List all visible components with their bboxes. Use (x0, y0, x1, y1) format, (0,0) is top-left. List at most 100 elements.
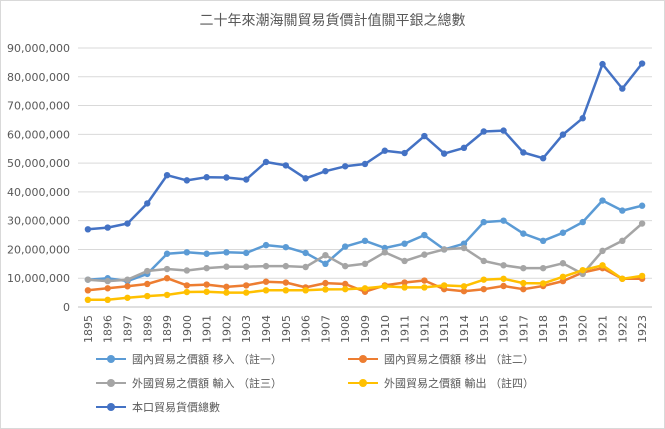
legend-label: 本口貿易貨價總數 (132, 401, 220, 414)
x-tick-label: 1913 (438, 315, 451, 343)
data-point (322, 252, 329, 259)
x-tick-label: 1903 (240, 315, 253, 343)
data-point (203, 281, 210, 288)
y-tick-label: 30,000,000 (7, 215, 70, 228)
data-point (520, 230, 527, 237)
data-point (302, 287, 309, 294)
data-point (144, 292, 151, 300)
data-point (223, 174, 230, 181)
x-tick-label: 1916 (498, 315, 511, 343)
x-tick-label: 1905 (280, 315, 293, 343)
data-point (421, 132, 428, 140)
data-point (480, 218, 487, 226)
data-point (480, 285, 487, 293)
data-point (282, 243, 290, 251)
data-point (539, 264, 547, 272)
data-point (401, 279, 408, 286)
data-point (302, 249, 309, 257)
data-point (322, 286, 329, 293)
x-tick-label: 1902 (220, 315, 233, 343)
data-point (183, 249, 191, 256)
data-point (322, 167, 329, 175)
data-point (183, 267, 191, 274)
data-point (619, 275, 626, 282)
legend-item-4: 外國貿易之價額 輸出 （註四） (348, 375, 534, 391)
data-point (401, 257, 408, 265)
data-point (163, 291, 171, 299)
data-point (342, 243, 349, 250)
data-point (124, 220, 131, 227)
x-tick-label: 1909 (359, 315, 372, 343)
data-point (579, 115, 586, 122)
data-point (421, 277, 428, 284)
data-point (460, 144, 468, 152)
data-point (203, 174, 210, 181)
data-point (84, 296, 92, 304)
legend-marker (96, 378, 126, 388)
data-point (223, 263, 230, 270)
data-point (342, 280, 349, 288)
data-point (163, 275, 171, 282)
data-point (104, 277, 111, 285)
y-tick-label: 60,000,000 (7, 128, 70, 141)
data-point (480, 257, 487, 265)
data-point (163, 171, 171, 179)
data-point (381, 249, 388, 256)
data-point (163, 265, 171, 273)
data-point (243, 289, 250, 296)
data-point (104, 224, 111, 231)
data-point (223, 283, 230, 291)
x-tick-label: 1920 (577, 315, 590, 343)
data-point (440, 246, 448, 253)
data-point (520, 149, 527, 156)
data-point (619, 207, 626, 214)
x-tick-label: 1923 (636, 315, 649, 343)
data-point (144, 200, 151, 207)
data-point (460, 283, 468, 290)
y-tick-label: 90,000,000 (7, 42, 70, 55)
data-point (559, 131, 567, 138)
data-point (440, 282, 448, 289)
data-point (282, 162, 290, 169)
data-point (401, 149, 408, 157)
data-point (84, 287, 92, 294)
data-point (243, 263, 250, 270)
y-tick-label: 10,000,000 (7, 272, 70, 285)
legend-label: 國內貿易之價額 移入 （註一） (132, 353, 282, 366)
data-point (559, 273, 567, 280)
data-point (282, 262, 290, 270)
chart-title: 二十年來潮海關貿易貨價計值關平銀之總數 (199, 13, 466, 29)
data-point (104, 296, 111, 304)
legend-marker (96, 402, 126, 412)
data-point (361, 160, 369, 168)
legend-item-3: 外國貿易之價額 輸入 （註三） (96, 375, 282, 391)
data-point (539, 280, 547, 287)
data-point (144, 280, 151, 288)
legend-item-5: 本口貿易貨價總數 (96, 399, 220, 415)
data-point (361, 237, 369, 245)
data-point (183, 282, 191, 289)
x-tick-label: 1914 (458, 315, 471, 343)
data-point (203, 264, 210, 272)
x-tick-label: 1908 (339, 315, 352, 343)
data-point (183, 177, 191, 184)
data-point (84, 226, 92, 233)
x-tick-label: 1918 (537, 315, 550, 343)
data-point (104, 285, 111, 292)
data-point (599, 60, 606, 68)
data-point (619, 237, 626, 245)
legend-marker (348, 378, 378, 388)
series-line-5 (87, 62, 644, 231)
data-point (401, 240, 408, 247)
data-point (381, 147, 388, 154)
y-tick-label: 80,000,000 (7, 71, 70, 84)
x-tick-label: 1904 (260, 315, 273, 343)
x-tick-label: 1921 (597, 315, 610, 343)
data-point (579, 266, 586, 274)
data-point (460, 287, 468, 295)
x-tick-label: 1919 (557, 315, 570, 343)
legend-item-1: 國內貿易之價額 移入 （註一） (96, 351, 282, 367)
x-tick-label: 1907 (319, 315, 332, 343)
data-point (520, 279, 527, 287)
